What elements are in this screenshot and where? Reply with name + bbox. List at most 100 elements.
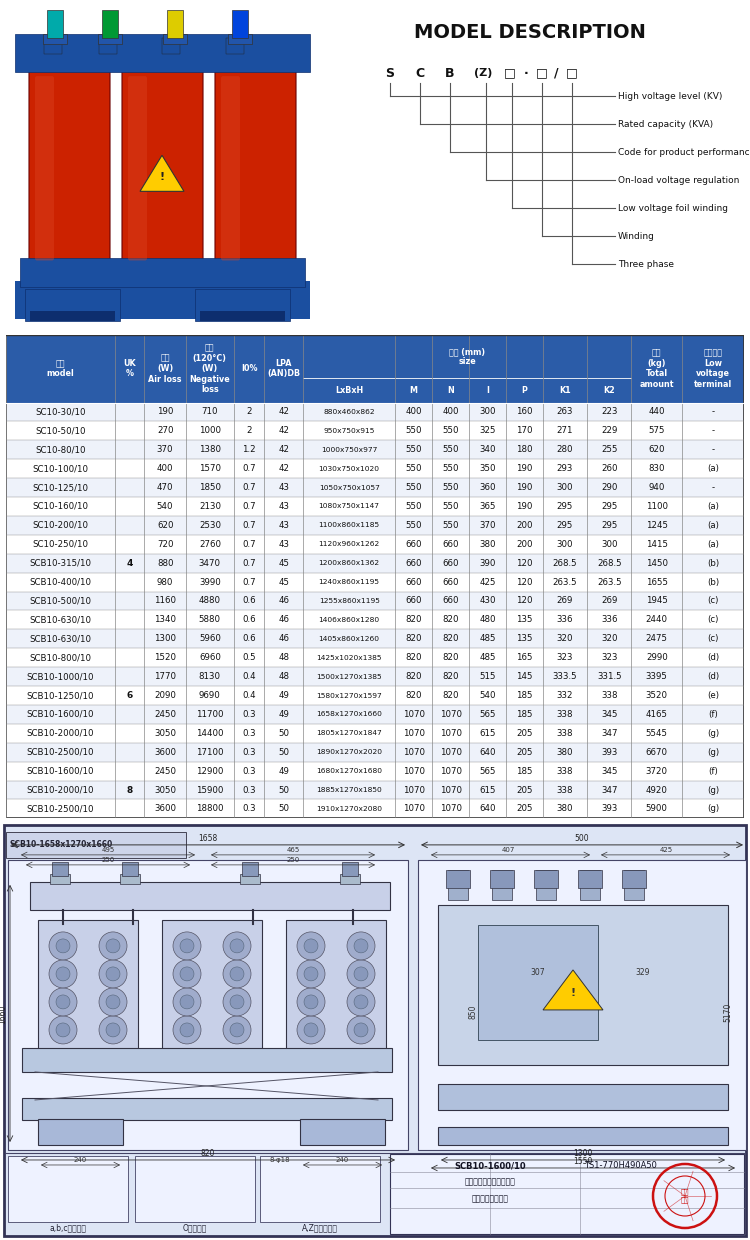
Text: 型号
model: 型号 model xyxy=(46,358,74,378)
Text: 660: 660 xyxy=(406,559,422,568)
Text: 338: 338 xyxy=(601,691,617,701)
Text: 120: 120 xyxy=(516,559,532,568)
Text: LxBxH: LxBxH xyxy=(335,386,363,394)
Text: a,b,c相端面图: a,b,c相端面图 xyxy=(50,1224,86,1233)
Circle shape xyxy=(347,960,375,988)
Text: 660: 660 xyxy=(442,578,459,587)
Text: 205: 205 xyxy=(516,748,532,756)
Text: UK
%: UK % xyxy=(123,358,136,378)
Bar xyxy=(490,870,514,888)
Text: (a): (a) xyxy=(707,502,719,511)
Text: 1160: 1160 xyxy=(154,596,176,605)
Text: 640: 640 xyxy=(479,805,496,813)
Bar xyxy=(342,862,358,875)
Text: 3600: 3600 xyxy=(154,748,176,756)
Bar xyxy=(242,862,258,875)
Bar xyxy=(38,920,138,1050)
Text: 1080x750x1147: 1080x750x1147 xyxy=(319,503,380,510)
Text: 45: 45 xyxy=(278,559,290,568)
Circle shape xyxy=(173,960,201,988)
Text: 660: 660 xyxy=(406,539,422,549)
Text: 269: 269 xyxy=(556,596,573,605)
Bar xyxy=(6,440,744,459)
Text: -: - xyxy=(712,408,715,417)
Text: 240: 240 xyxy=(74,1157,86,1163)
Circle shape xyxy=(49,932,77,960)
Circle shape xyxy=(106,994,120,1009)
Bar xyxy=(52,862,68,875)
Text: 820: 820 xyxy=(406,615,422,625)
Text: 550: 550 xyxy=(442,427,459,435)
Text: 185: 185 xyxy=(516,766,532,776)
Text: SCB10-630/10: SCB10-630/10 xyxy=(29,615,92,625)
Text: 5960: 5960 xyxy=(199,635,220,644)
Bar xyxy=(232,10,248,38)
Text: 42: 42 xyxy=(278,445,290,454)
Text: TS1-770H490A50: TS1-770H490A50 xyxy=(584,1162,656,1171)
Text: 49: 49 xyxy=(278,766,289,776)
Text: SCB10-2500/10: SCB10-2500/10 xyxy=(27,805,94,813)
Bar xyxy=(99,38,117,55)
Text: 470: 470 xyxy=(157,484,173,492)
Text: 1406x860x1280: 1406x860x1280 xyxy=(319,618,380,622)
Text: 46: 46 xyxy=(278,615,290,625)
Text: 425: 425 xyxy=(479,578,496,587)
Text: 495: 495 xyxy=(101,847,115,853)
Text: 323: 323 xyxy=(556,653,573,662)
Text: 42: 42 xyxy=(278,408,290,417)
Bar xyxy=(534,870,558,888)
Bar xyxy=(102,10,118,38)
Text: 190: 190 xyxy=(516,484,532,492)
Text: 49: 49 xyxy=(278,711,289,719)
Circle shape xyxy=(304,939,318,952)
Circle shape xyxy=(230,994,244,1009)
Text: 430: 430 xyxy=(479,596,496,605)
Text: 0.5: 0.5 xyxy=(242,653,256,662)
Bar xyxy=(22,1097,392,1120)
Text: 120: 120 xyxy=(516,578,532,587)
Circle shape xyxy=(99,932,127,960)
Text: 331.5: 331.5 xyxy=(597,672,622,681)
Bar xyxy=(167,10,183,38)
Circle shape xyxy=(304,994,318,1009)
Text: 6960: 6960 xyxy=(199,653,220,662)
Text: 1200x860x1362: 1200x860x1362 xyxy=(319,560,380,567)
Bar xyxy=(6,706,744,724)
Text: 1885x1270x1850: 1885x1270x1850 xyxy=(316,787,382,794)
FancyBboxPatch shape xyxy=(128,76,147,260)
Bar xyxy=(195,289,290,321)
Bar xyxy=(300,1118,385,1145)
Text: 5880: 5880 xyxy=(199,615,220,625)
Text: 45: 45 xyxy=(278,578,290,587)
Text: 3720: 3720 xyxy=(646,766,668,776)
Text: 0.4: 0.4 xyxy=(242,691,256,701)
Polygon shape xyxy=(543,970,603,1009)
Text: 3990: 3990 xyxy=(199,578,220,587)
Circle shape xyxy=(347,988,375,1016)
Text: 1300: 1300 xyxy=(573,1149,592,1158)
Bar xyxy=(6,724,744,743)
Text: 820: 820 xyxy=(406,635,422,644)
Bar xyxy=(6,422,744,440)
Polygon shape xyxy=(140,155,184,191)
Text: 46: 46 xyxy=(278,635,290,644)
Text: 135: 135 xyxy=(516,615,532,625)
Bar xyxy=(6,403,744,422)
Text: 尺寸 (mm)
size: 尺寸 (mm) size xyxy=(449,347,485,366)
Text: 8-φ18: 8-φ18 xyxy=(270,1157,290,1163)
Text: SCB10-2000/10: SCB10-2000/10 xyxy=(27,729,94,738)
Text: 1910x1270x2080: 1910x1270x2080 xyxy=(316,806,382,812)
Text: 0.3: 0.3 xyxy=(242,805,256,813)
Text: B: B xyxy=(446,67,454,79)
Text: 345: 345 xyxy=(601,766,617,776)
Text: (f): (f) xyxy=(708,766,718,776)
Text: 1500x1270x1385: 1500x1270x1385 xyxy=(316,673,382,680)
Circle shape xyxy=(173,988,201,1016)
Text: SCB10-1000/10: SCB10-1000/10 xyxy=(27,672,94,681)
Text: 11700: 11700 xyxy=(196,711,223,719)
Text: 320: 320 xyxy=(601,635,617,644)
Text: 4: 4 xyxy=(127,559,133,568)
Text: 515: 515 xyxy=(479,672,496,681)
Text: S: S xyxy=(386,67,394,79)
FancyBboxPatch shape xyxy=(35,76,54,260)
